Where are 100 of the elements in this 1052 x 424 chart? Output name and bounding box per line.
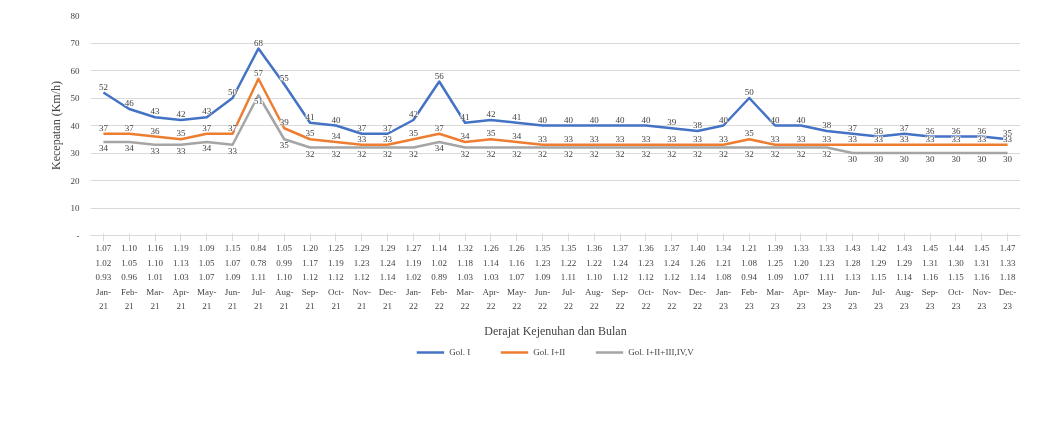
data-label: 33 [848, 133, 858, 144]
data-label: 33 [822, 133, 832, 144]
data-label: 32 [718, 148, 728, 159]
data-label: 37 [98, 122, 109, 133]
data-label: 32 [408, 148, 418, 159]
legend-label: Gol. I+II+III,IV,V [628, 347, 694, 357]
data-label: 35 [408, 128, 419, 139]
data-label: 33 [563, 133, 574, 144]
x-tick-label: 1.44 1.30 1.15 Oct- 23 [947, 243, 965, 312]
data-label: 40 [770, 114, 781, 125]
x-tick-label: 1.29 1.24 1.14 Dec- 21 [378, 243, 397, 312]
data-label: 33 [770, 133, 781, 144]
x-tick-label: 1.15 1.07 1.09 Jun- 21 [224, 243, 241, 312]
data-label: 32 [615, 148, 625, 159]
data-label: 33 [796, 133, 806, 144]
x-tick-label: 1.19 1.13 1.03 Apr- 21 [172, 243, 190, 312]
data-label: 37 [228, 122, 238, 133]
data-label: 34 [331, 131, 341, 141]
x-tick-label: 1.32 1.18 1.03 Mar- 22 [456, 243, 474, 312]
data-label: 37 [124, 122, 135, 133]
x-tick-label: 1.09 1.05 1.07 May- 21 [197, 243, 217, 312]
data-label: 30 [951, 154, 961, 164]
data-label: 40 [718, 114, 729, 125]
data-label: 37 [357, 122, 367, 133]
data-label: 32 [512, 148, 522, 159]
data-label: 42 [486, 109, 496, 119]
x-tick-label: 0.84 0.78 1.11 Jul- 21 [250, 243, 267, 312]
data-label: 57 [253, 67, 264, 78]
data-label: 41 [460, 111, 470, 122]
data-label: 40 [331, 114, 341, 125]
data-label: 36 [951, 125, 961, 136]
x-tick-label: 1.16 1.10 1.01 Mar- 21 [146, 243, 164, 312]
data-label: 38 [822, 120, 832, 130]
data-label: 43 [150, 106, 161, 117]
data-label: 52 [98, 81, 108, 92]
x-tick-label: 1.37 1.24 1.12 Nov- 22 [662, 243, 681, 312]
data-label: 33 [693, 133, 703, 144]
data-label: 34 [124, 143, 135, 153]
data-label: 40 [589, 114, 600, 125]
y-tick-label: 50 [70, 93, 80, 103]
x-tick-label: 1.26 1.14 1.03 Apr- 22 [482, 243, 500, 312]
data-label: 32 [460, 148, 470, 159]
data-label: 55 [279, 73, 290, 84]
data-label: 33 [641, 133, 651, 144]
x-tick-label: 1.35 1.23 1.09 Jun- 22 [534, 243, 551, 312]
data-label: 50 [744, 87, 755, 97]
data-label: 30 [899, 154, 910, 164]
data-label: 34 [512, 131, 522, 141]
data-label: 34 [460, 131, 471, 141]
x-tick-label: 1.43 1.28 1.13 Jun- 23 [844, 243, 861, 312]
data-label: 34 [98, 143, 109, 153]
data-label: 32 [331, 148, 341, 159]
data-label: 33 [176, 145, 186, 156]
data-label: 32 [796, 148, 806, 159]
data-label: 38 [693, 120, 703, 130]
data-label: 36 [977, 125, 987, 136]
data-label: 42 [176, 109, 186, 119]
data-label: 33 [951, 133, 961, 144]
x-tick-label: 1.37 1.24 1.12 Sep- 22 [611, 243, 629, 312]
data-label: 39 [279, 117, 290, 128]
x-tick-label: 1.45 1.31 1.16 Nov- 23 [972, 243, 991, 312]
data-label: 33 [357, 133, 367, 144]
x-tick-label: 1.25 1.19 1.12 Oct- 21 [327, 243, 345, 312]
data-label: 32 [770, 148, 780, 159]
data-label: 33 [873, 133, 884, 144]
x-tick-label: 1.05 0.99 1.10 Aug- 21 [275, 243, 294, 312]
data-label: 50 [228, 87, 238, 97]
data-label: 33 [667, 133, 677, 144]
y-tick-label: - [76, 230, 80, 241]
y-tick-label: 80 [70, 10, 80, 21]
data-label: 33 [925, 133, 936, 144]
data-label: 30 [873, 154, 884, 164]
x-tick-label: 1.26 1.16 1.07 May- 22 [507, 243, 527, 312]
data-label: 37 [434, 122, 445, 133]
data-label: 32 [357, 148, 367, 159]
data-label: 40 [538, 114, 548, 125]
data-label: 30 [1003, 154, 1013, 164]
data-label: 32 [563, 148, 573, 159]
data-label: 30 [925, 154, 936, 164]
y-tick-label: 60 [70, 65, 80, 76]
x-tick-label: 1.36 1.22 1.10 Aug- 22 [585, 243, 604, 312]
data-label: 34 [434, 143, 445, 153]
data-label: 34 [202, 143, 212, 153]
data-label: 46 [124, 98, 135, 108]
data-label: 33 [899, 133, 910, 144]
data-label: 32 [486, 148, 496, 159]
data-label: 30 [977, 154, 987, 164]
x-tick-label: 1.33 1.20 1.07 Apr- 23 [792, 243, 810, 312]
data-label: 33 [718, 133, 729, 144]
x-tick-label: 1.20 1.17 1.12 Sep- 21 [301, 243, 319, 312]
x-tick-label: 1.07 1.02 0.93 Jan- 21 [95, 243, 112, 312]
data-label: 32 [693, 148, 703, 159]
data-label: 30 [848, 154, 858, 164]
data-label: 32 [744, 148, 754, 159]
data-label: 32 [822, 148, 832, 159]
data-label: 36 [925, 125, 936, 136]
data-label: 33 [538, 133, 548, 144]
data-label: 40 [796, 114, 806, 125]
data-label: 35 [305, 128, 316, 139]
data-label: 33 [615, 133, 626, 144]
